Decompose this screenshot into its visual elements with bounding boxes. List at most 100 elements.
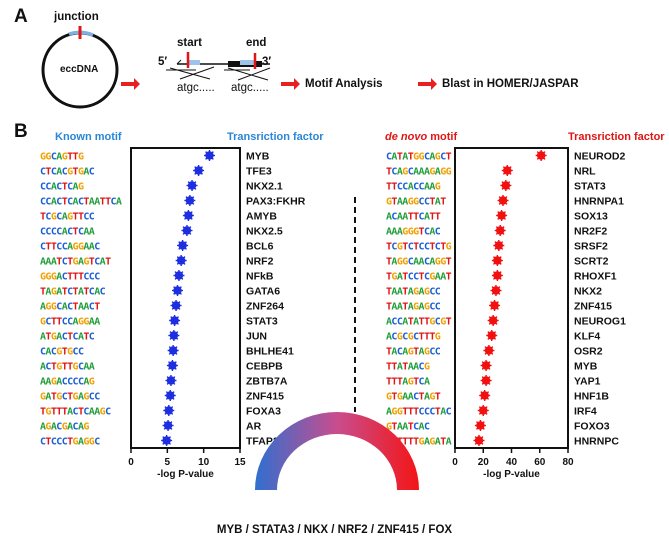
denovo-italic: de novo <box>385 131 428 143</box>
motif-logo: TTTAGTCA <box>386 376 430 387</box>
data-point-spike <box>478 436 484 441</box>
tf-label: NKX2.5 <box>246 225 283 237</box>
data-point-spike <box>170 376 176 381</box>
motif-logo: GGGACTTTCCC <box>40 271 100 282</box>
seq-right-label: atgc..... <box>231 82 269 94</box>
x-tick-label: 60 <box>534 457 546 468</box>
data-point-spike <box>177 286 182 291</box>
tf-label: JUN <box>246 330 267 342</box>
denovo-motif-header: de novo motif <box>385 131 457 143</box>
data-point-spike <box>171 361 177 366</box>
data-point-spike <box>540 151 546 156</box>
motif-logo: ATGACTCATC <box>40 331 95 342</box>
data-point-spike <box>482 406 488 411</box>
tf-label: BCL6 <box>246 240 274 252</box>
x-tick-label: 0 <box>452 457 458 468</box>
junction-label: junction <box>54 11 99 23</box>
data-point-spike <box>168 406 174 411</box>
data-point-spike <box>173 331 179 336</box>
motif-logo: GGCAGTTG <box>40 151 84 162</box>
motif-logo: TCAGCAAAGAGG <box>386 166 452 177</box>
tf-label: HNRNPA1 <box>574 195 624 207</box>
data-point-spike <box>484 391 490 396</box>
tf-label: GATA6 <box>246 285 280 297</box>
motif-logo: TAATAGAGCC <box>386 301 441 312</box>
data-point-spike <box>178 271 184 276</box>
tf-label: STAT3 <box>246 315 278 327</box>
motif-logo: TAGATCTATCAC <box>40 286 106 297</box>
motif-logo: ACGCGCTTTG <box>386 331 441 342</box>
motif-logo: TAATAGAGCC <box>386 286 441 297</box>
data-point-spike <box>495 286 501 291</box>
tf-label: AMYB <box>246 210 277 222</box>
motif-logo: CTCACGTGAC <box>40 166 95 177</box>
tf-label: HNRNPC <box>574 435 619 447</box>
x-tick-label: 15 <box>234 457 246 468</box>
data-point-spike <box>492 316 498 321</box>
motif-logo: CTTCCAGGAAC <box>40 241 100 252</box>
motif-logo: GCTTCCAGGAA <box>40 316 100 327</box>
tf-label: NR2F2 <box>574 225 607 237</box>
tf-label: SRSF2 <box>574 240 608 252</box>
data-point-spike <box>174 316 179 321</box>
motif-logo: TTATAACG <box>386 361 430 372</box>
x-tick-label: 80 <box>562 457 574 468</box>
tf-label: NKX2 <box>574 285 602 297</box>
motif-logo: CTCCCTGAGGC <box>40 436 100 447</box>
tf-label: AR <box>246 420 262 432</box>
tf-label: ZNF415 <box>246 390 284 402</box>
data-point-spike <box>191 181 197 186</box>
denovo-rest: motif <box>427 131 458 143</box>
data-point-spike <box>189 196 195 201</box>
tf-label: MYB <box>246 150 270 162</box>
tf-label: PAX3:FKHR <box>246 195 306 207</box>
tf-label: BHLHE41 <box>246 345 294 357</box>
motif-logo: TACAGTAGCC <box>386 346 441 357</box>
tf-label: CEBPB <box>246 360 283 372</box>
tf-label: IRF4 <box>574 405 597 417</box>
data-point-spike <box>485 361 491 366</box>
motif-logo: AAGACCCCAG <box>40 376 95 387</box>
data-point-spike <box>506 166 512 171</box>
motif-logo: GTGAACTAGT <box>386 391 441 402</box>
motif-logo: AGGTTTCCCTAC <box>386 406 452 417</box>
tf-label: NFkB <box>246 270 274 282</box>
denovo-tf-header: Transriction factor <box>568 131 665 143</box>
data-point-spike <box>187 211 193 216</box>
data-point-spike <box>485 376 491 381</box>
motif-logo: AGGCACTAACT <box>40 301 100 312</box>
tf-label: FOXA3 <box>246 405 281 417</box>
motif-logo: GATGCTGAGCC <box>40 391 100 402</box>
data-point-spike <box>496 256 502 261</box>
tf-label: NRL <box>574 165 596 177</box>
known-motif-header: Known motif <box>55 131 122 143</box>
tf-label: MYB <box>574 360 598 372</box>
known-tf-header: Transriction factor <box>227 131 324 143</box>
motif-logo: TGATCCTCGAAT <box>386 271 452 282</box>
motif-logo: TAGGCAACAGGT <box>386 256 452 267</box>
data-point-spike <box>180 256 186 261</box>
data-point-spike <box>172 346 178 351</box>
tf-label: FOXO3 <box>574 420 610 432</box>
tf-label: ZNF264 <box>246 300 284 312</box>
motif-logo: ACTGTTGCAA <box>40 361 95 372</box>
data-point-spike <box>502 196 508 201</box>
x-tick-label: 0 <box>128 457 134 468</box>
motif-logo: ACAATTCATT <box>386 211 441 222</box>
end-label: end <box>246 37 267 49</box>
tf-label: SCRT2 <box>574 255 609 267</box>
data-point-spike <box>167 421 173 426</box>
motif-logo: CATATGGCAGCT <box>386 151 452 162</box>
tf-label: STAT3 <box>574 180 606 192</box>
tf-label: KLF4 <box>574 330 600 342</box>
motif-logo: TCGCAGTTCC <box>40 211 95 222</box>
motif-logo: TGTTTACTCAAGC <box>40 406 111 417</box>
data-point-spike <box>182 241 187 246</box>
motif-logo: AGACGACAG <box>40 421 89 432</box>
data-point-spike <box>491 331 497 336</box>
data-point-spike <box>505 181 511 186</box>
data-point-spike <box>169 391 175 396</box>
data-point-spike <box>498 241 504 246</box>
